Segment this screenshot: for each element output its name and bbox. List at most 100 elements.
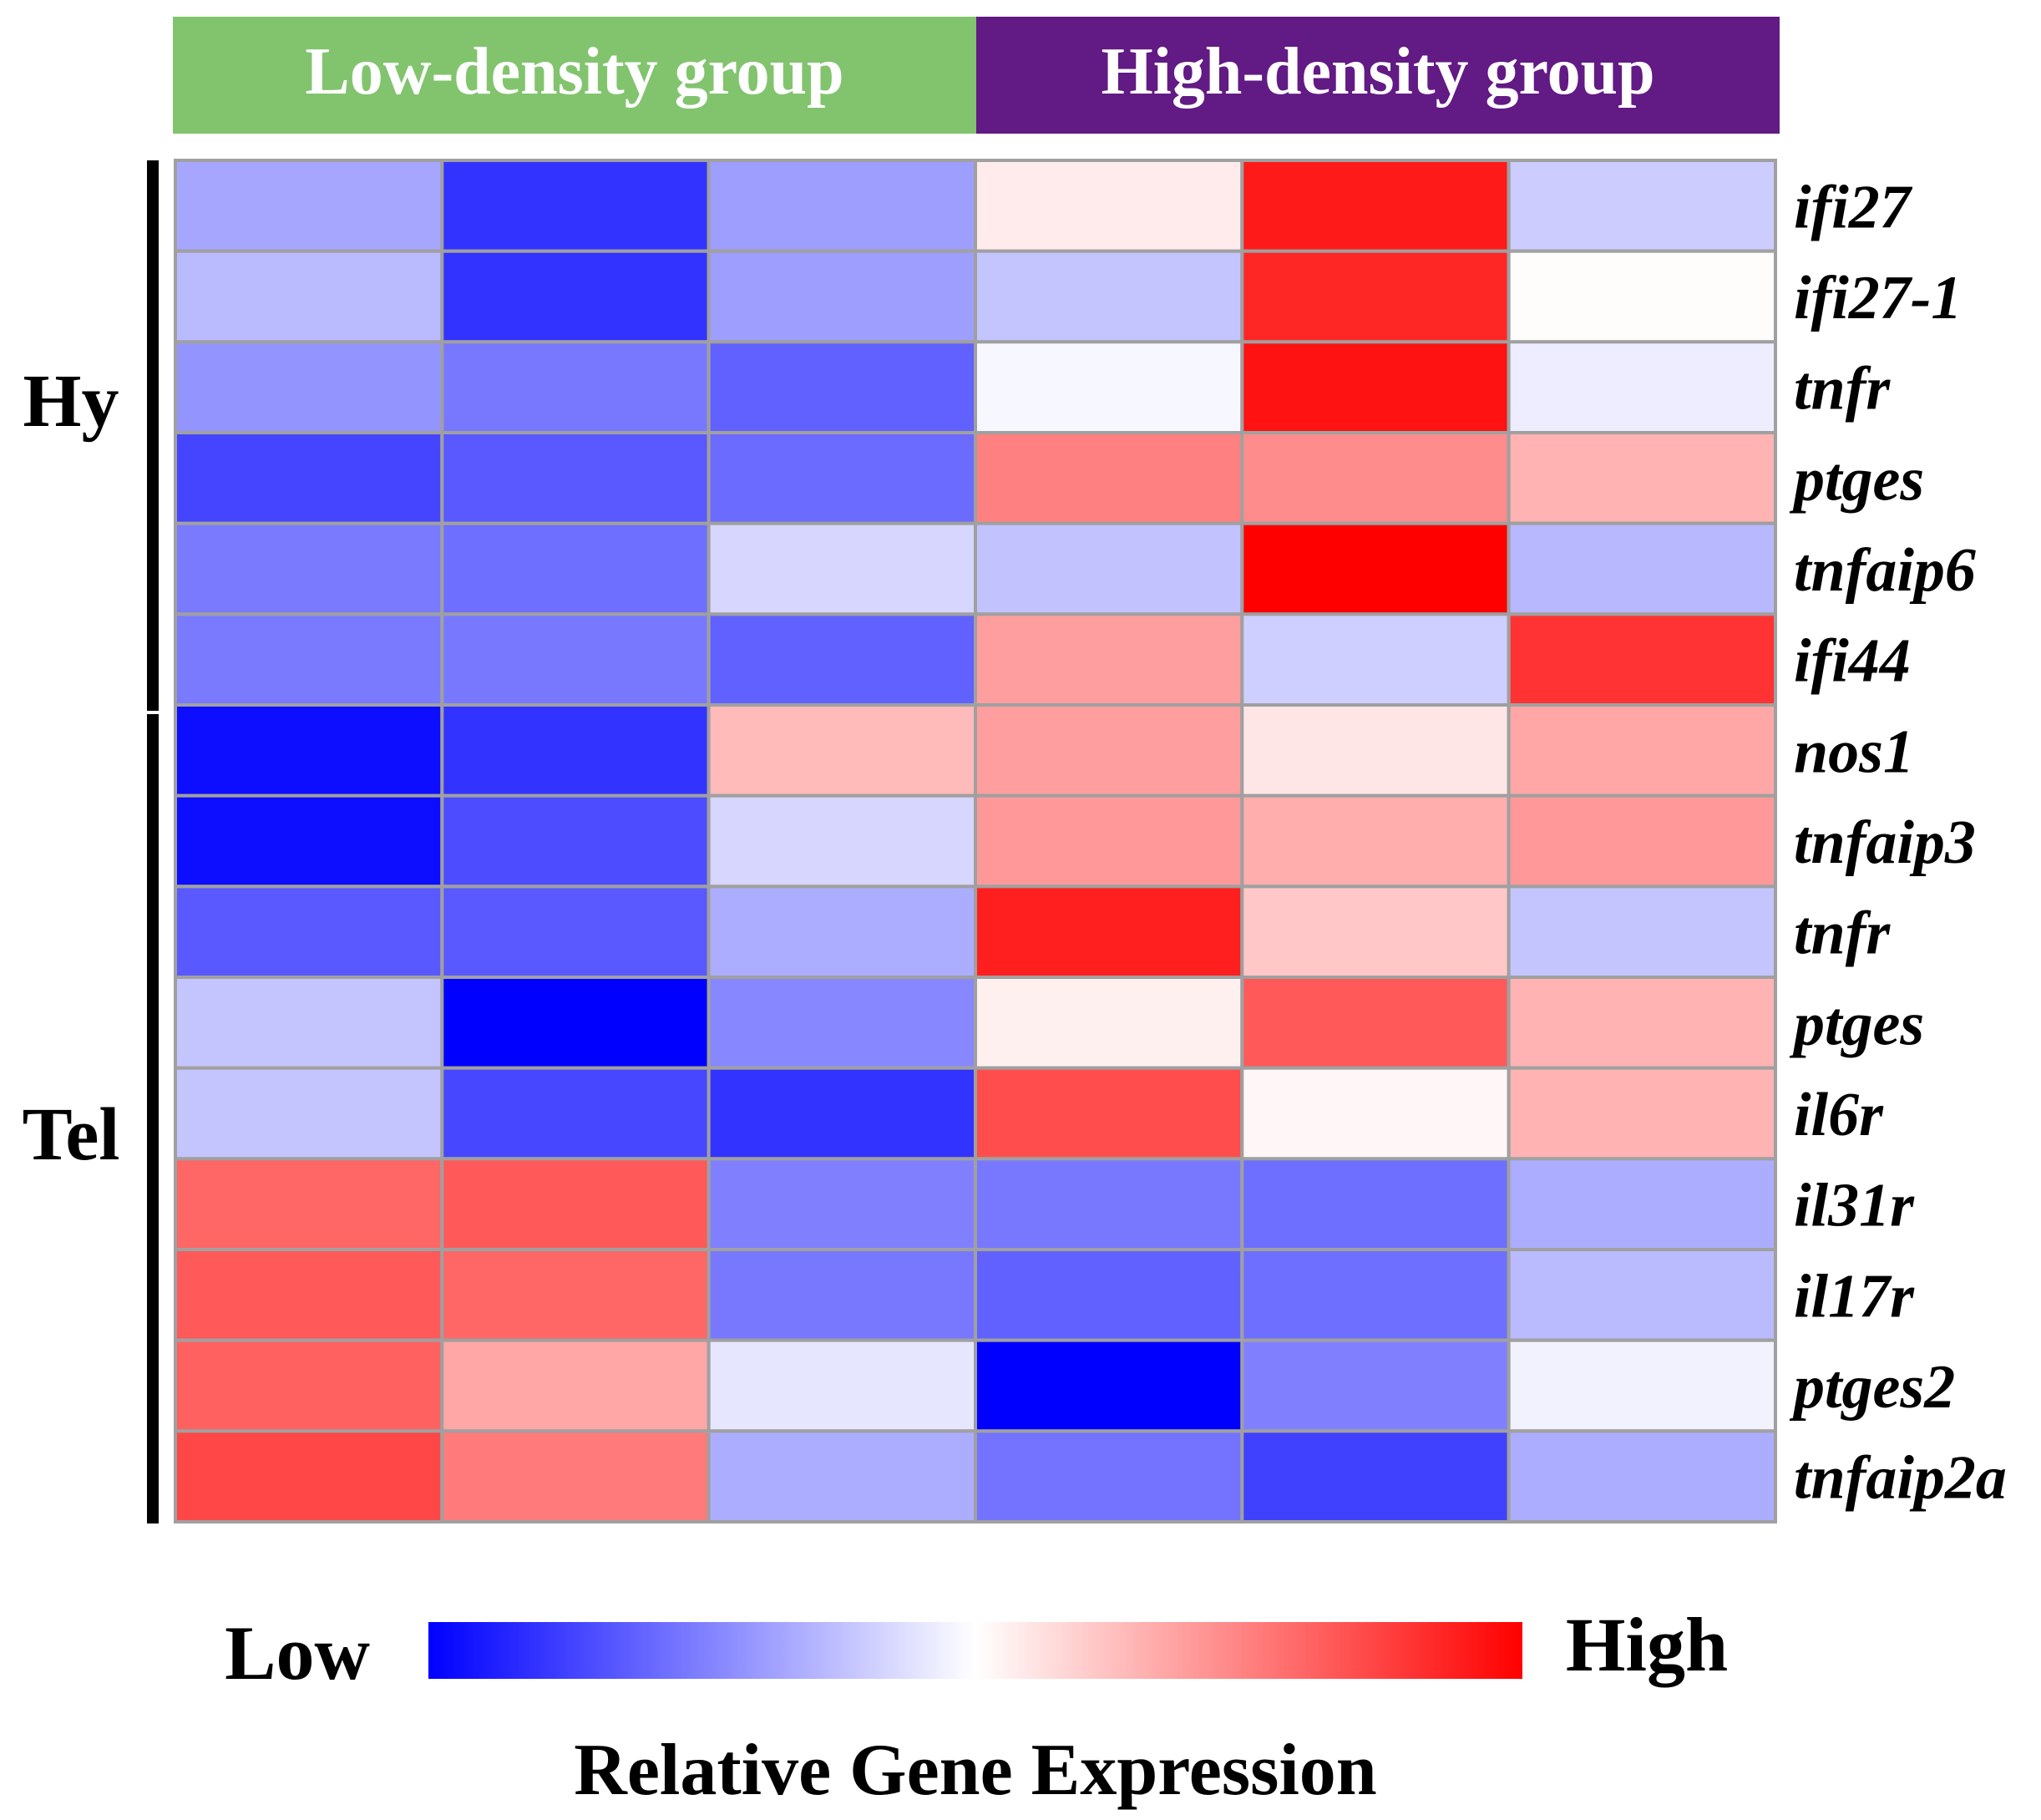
heatmap-cell-r12-c1 [440,1248,711,1342]
heatmap-cell-r9-c5 [1507,976,1777,1070]
heatmap-cell-r8-c1 [440,885,711,980]
heatmap-cell-r5-c4 [1240,612,1511,707]
colorbar-low-label: Low [225,1610,370,1696]
hy-tissue-label: Hy [23,360,119,443]
colorbar-high-label: High [1566,1602,1728,1687]
heatmap-cell-r7-c4 [1240,793,1511,889]
heatmap-cell-r5-c0 [174,612,444,707]
heatmap-cell-r0-c3 [974,159,1244,253]
heatmap-cell-r3-c3 [974,431,1244,525]
high-density-group-label: High-density group [1101,35,1654,109]
heatmap-cell-r7-c1 [440,793,711,889]
hy-bracket-line [147,160,159,711]
heatmap-cell-r3-c2 [706,431,978,525]
heatmap-cell-r10-c3 [974,1066,1244,1161]
heatmap-cell-r5-c5 [1507,612,1777,707]
gene-label-row-13: ptges2 [1789,1353,1955,1422]
heatmap-cell-r8-c0 [174,885,444,980]
tel-tissue-label: Tel [23,1093,120,1176]
heatmap-cell-r3-c4 [1240,431,1511,525]
heatmap-cell-r4-c5 [1507,521,1777,616]
gene-label-row-10: il6r [1794,1081,1884,1149]
heatmap-cell-r13-c3 [974,1338,1244,1433]
heatmap-cell-r2-c2 [706,340,978,435]
gene-label-row-12: il17r [1794,1262,1915,1331]
gene-labels: ifi27 ifi27-1 tnfr ptges tnfaip6 ifi44 nos1 tnf… [1789,173,2007,1512]
heatmap-cell-r9-c1 [440,976,711,1070]
heatmap-cell-r5-c3 [974,612,1244,707]
heatmap-cell-r0-c0 [174,159,444,253]
heatmap-cell-r13-c1 [440,1338,711,1433]
heatmap-cell-r11-c0 [174,1157,444,1252]
heatmap-cell-r9-c3 [974,976,1244,1070]
heatmap-cell-r10-c4 [1240,1066,1511,1161]
heatmap-cell-r2-c4 [1240,340,1511,435]
heatmap-cell-r6-c4 [1240,703,1511,798]
heatmap-cell-r2-c0 [174,340,444,435]
gene-label-row-8: tnfr [1794,900,1891,968]
heatmap-cell-r1-c3 [974,249,1244,344]
heatmap-cell-r10-c1 [440,1066,711,1161]
heatmap-cell-r12-c5 [1507,1248,1777,1342]
heatmap-cell-r5-c2 [706,612,978,707]
heatmap-cell-r6-c2 [706,703,978,798]
heatmap-cell-r6-c1 [440,703,711,798]
heatmap-cell-r3-c1 [440,431,711,525]
heatmap-cell-r13-c2 [706,1338,978,1433]
heatmap-cell-r14-c2 [706,1429,978,1524]
heatmap-cell-r12-c3 [974,1248,1244,1342]
heatmap-cells [174,159,1777,1524]
tissue-brackets: Hy Tel [23,160,159,1523]
heatmap-cell-r0-c2 [706,159,978,253]
heatmap-cell-r7-c3 [974,793,1244,889]
heatmap-cell-r8-c2 [706,885,978,980]
heatmap-cell-r1-c0 [174,249,444,344]
heatmap-cell-r6-c3 [974,703,1244,798]
colorbar-title: Relative Gene Expression [574,1730,1376,1811]
heatmap-cell-r8-c3 [974,885,1244,980]
heatmap-cell-r3-c0 [174,431,444,525]
heatmap-cell-r4-c0 [174,521,444,616]
heatmap-cell-r8-c5 [1507,885,1777,980]
heatmap-cell-r14-c3 [974,1429,1244,1524]
group-headers: Low-density group High-density group [173,17,1780,134]
heatmap-cell-r14-c0 [174,1429,444,1524]
heatmap-cell-r5-c1 [440,612,711,707]
heatmap-cell-r13-c5 [1507,1338,1777,1433]
heatmap-cell-r14-c4 [1240,1429,1511,1524]
low-density-group-label: Low-density group [305,35,843,109]
heatmap-cell-r10-c5 [1507,1066,1777,1161]
heatmap-cell-r4-c3 [974,521,1244,616]
gene-label-row-14: tnfaip2a [1794,1444,2007,1513]
heatmap-cell-r12-c2 [706,1248,978,1342]
gene-label-row-1: ifi27-1 [1794,264,1962,332]
colorbar-gradient-bar [428,1622,1522,1679]
heatmap-cell-r1-c2 [706,249,978,344]
heatmap-cell-r10-c2 [706,1066,978,1161]
gene-label-row-7: tnfaip3 [1794,809,1976,877]
heatmap-cell-r3-c5 [1507,431,1777,525]
heatmap-cell-r7-c5 [1507,793,1777,889]
heatmap-border [174,159,1777,1523]
heatmap-cell-r12-c4 [1240,1248,1511,1342]
high-density-group-bar [976,17,1780,134]
heatmap-cell-r0-c1 [440,159,711,253]
heatmap-cell-r11-c5 [1507,1157,1777,1252]
heatmap-cell-r4-c1 [440,521,711,616]
heatmap-cell-r0-c4 [1240,159,1511,253]
gene-label-row-9: ptges [1789,990,1924,1058]
heatmap-cell-r14-c1 [440,1429,711,1524]
heatmap-cell-r1-c1 [440,249,711,344]
heatmap-cell-r13-c0 [174,1338,444,1433]
gene-label-row-0: ifi27 [1794,173,1913,241]
heatmap-cell-r9-c0 [174,976,444,1070]
heatmap-cell-r11-c2 [706,1157,978,1252]
heatmap-cell-r11-c3 [974,1157,1244,1252]
heatmap-cell-r2-c5 [1507,340,1777,435]
gene-label-row-4: tnfaip6 [1794,536,1976,605]
tel-bracket-line [147,714,159,1523]
heatmap-cell-r14-c5 [1507,1429,1777,1524]
heatmap-cell-r9-c4 [1240,976,1511,1070]
gene-label-row-2: tnfr [1794,355,1891,423]
